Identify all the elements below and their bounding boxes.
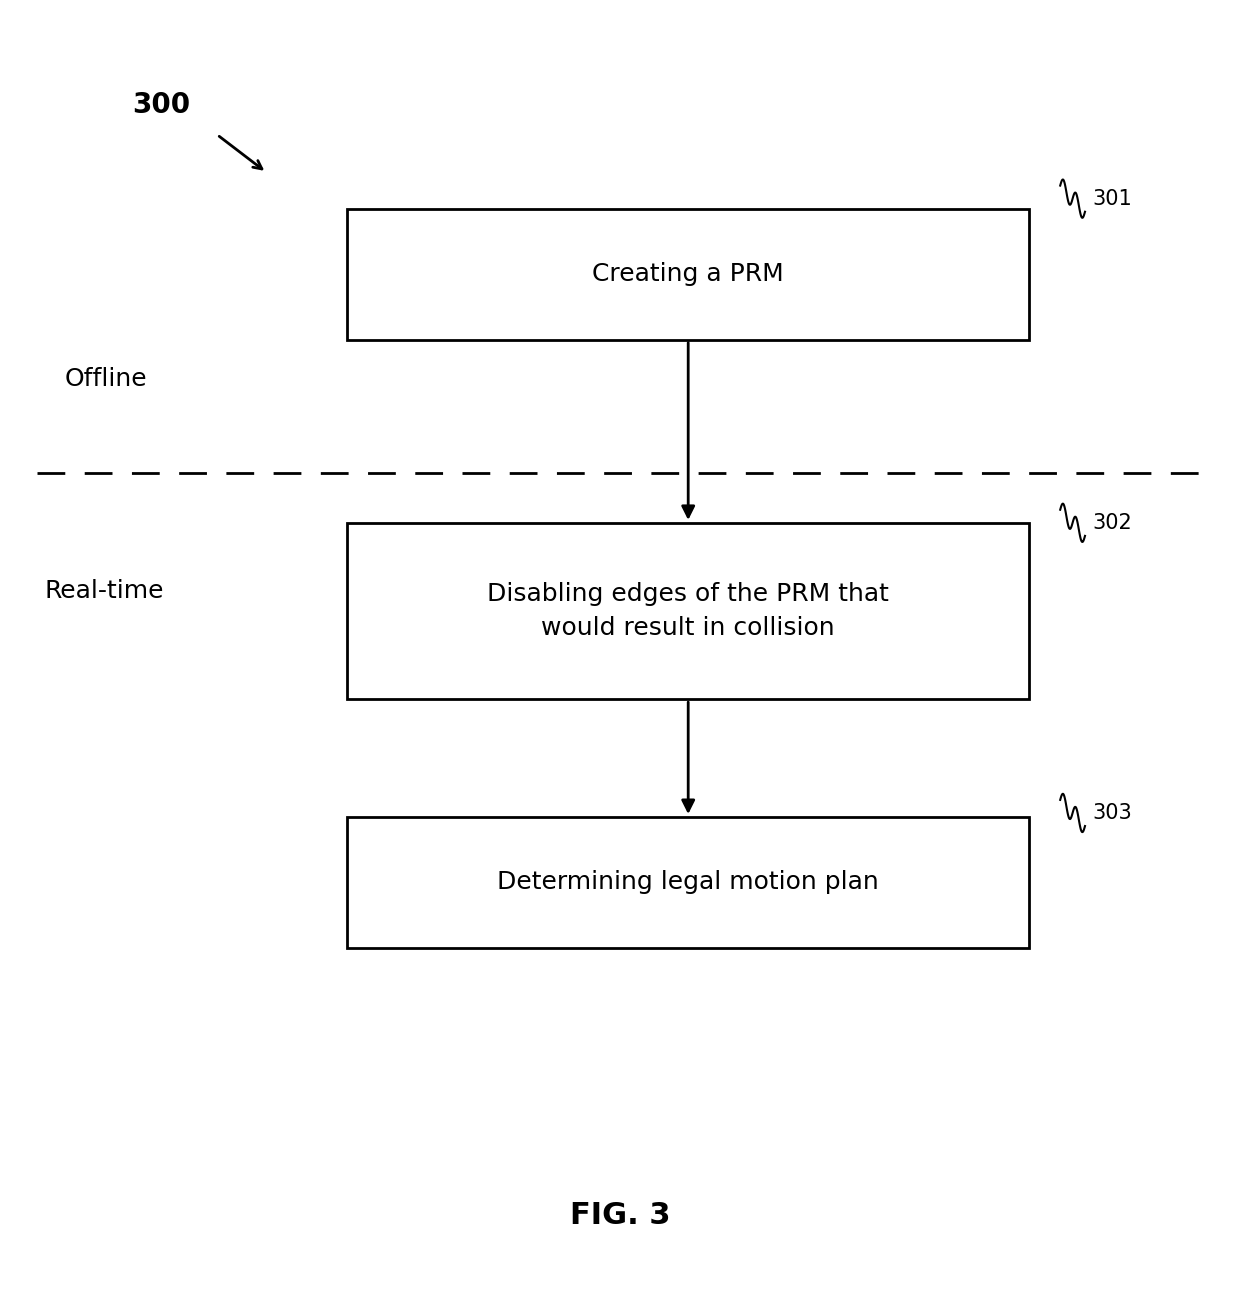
Text: 300: 300 (133, 90, 190, 119)
Text: 301: 301 (1092, 188, 1132, 209)
Text: Disabling edges of the PRM that
would result in collision: Disabling edges of the PRM that would re… (487, 583, 889, 639)
Text: Determining legal motion plan: Determining legal motion plan (497, 870, 879, 894)
Text: FIG. 3: FIG. 3 (569, 1201, 671, 1230)
Text: 303: 303 (1092, 802, 1132, 823)
Text: Offline: Offline (64, 367, 148, 391)
Text: 302: 302 (1092, 512, 1132, 533)
Text: Creating a PRM: Creating a PRM (593, 263, 784, 286)
FancyBboxPatch shape (347, 209, 1029, 340)
FancyBboxPatch shape (347, 817, 1029, 948)
FancyBboxPatch shape (347, 523, 1029, 699)
Text: Real-time: Real-time (45, 579, 164, 603)
